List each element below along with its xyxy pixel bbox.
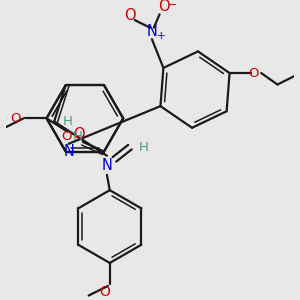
- Text: H: H: [72, 130, 82, 143]
- Text: H: H: [63, 115, 73, 128]
- Text: O: O: [159, 0, 170, 14]
- Text: O: O: [100, 285, 110, 299]
- Text: O: O: [73, 127, 85, 142]
- Text: O: O: [248, 67, 259, 80]
- Text: N: N: [101, 158, 112, 173]
- Text: +: +: [157, 31, 166, 41]
- Text: O: O: [124, 8, 136, 23]
- Text: O: O: [10, 112, 21, 125]
- Text: N: N: [146, 24, 158, 39]
- Text: H: H: [138, 141, 148, 154]
- Text: −: −: [168, 0, 178, 10]
- Text: O: O: [61, 130, 72, 143]
- Text: N: N: [63, 144, 74, 159]
